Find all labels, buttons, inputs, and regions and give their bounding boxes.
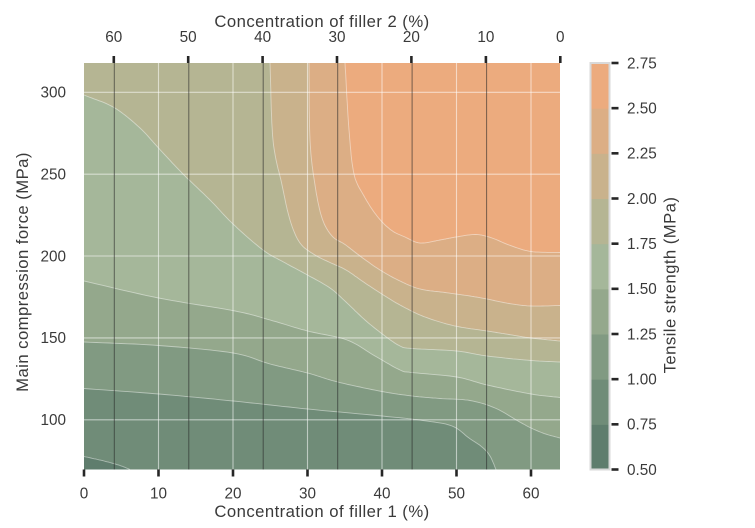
svg-text:0: 0 [556,29,565,46]
svg-text:10: 10 [477,29,494,46]
svg-text:Main compression force (MPa): Main compression force (MPa) [13,152,32,392]
svg-text:50: 50 [180,29,197,46]
svg-text:1.50: 1.50 [627,281,657,298]
svg-text:20: 20 [224,486,241,503]
svg-text:30: 30 [329,29,346,46]
svg-text:20: 20 [403,29,420,46]
svg-text:40: 40 [373,486,390,503]
svg-text:Concentration of filler 1 (%): Concentration of filler 1 (%) [214,502,429,521]
svg-text:60: 60 [522,486,539,503]
svg-text:2.75: 2.75 [627,55,657,72]
svg-text:200: 200 [40,248,66,265]
svg-text:10: 10 [150,486,167,503]
svg-text:1.25: 1.25 [627,326,657,343]
svg-text:40: 40 [254,29,271,46]
svg-text:1.00: 1.00 [627,371,657,388]
svg-text:150: 150 [40,330,66,347]
svg-text:0.75: 0.75 [627,417,657,434]
svg-text:1.75: 1.75 [627,236,657,253]
svg-text:30: 30 [299,486,316,503]
svg-text:Concentration of filler 2 (%): Concentration of filler 2 (%) [214,12,429,31]
svg-text:2.00: 2.00 [627,191,657,208]
svg-text:0: 0 [80,486,89,503]
svg-text:2.50: 2.50 [627,100,657,117]
svg-text:100: 100 [40,412,66,429]
svg-text:60: 60 [105,29,122,46]
svg-text:0.50: 0.50 [627,462,657,479]
svg-text:Tensile strength (MPa): Tensile strength (MPa) [661,197,680,374]
svg-text:50: 50 [448,486,465,503]
svg-text:300: 300 [40,85,66,102]
svg-text:2.25: 2.25 [627,146,657,163]
svg-text:250: 250 [40,167,66,184]
